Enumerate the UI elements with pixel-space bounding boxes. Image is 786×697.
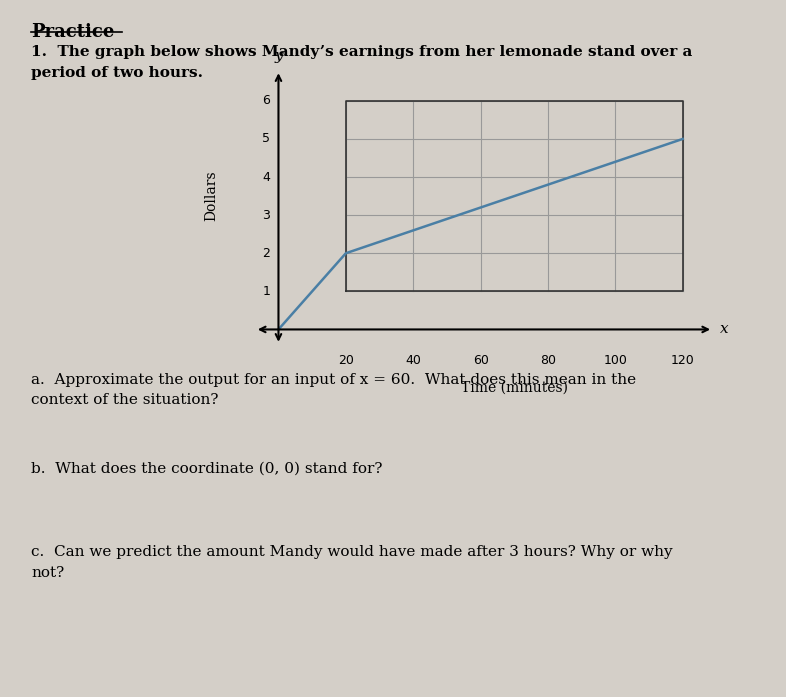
Text: period of two hours.: period of two hours. (31, 66, 204, 79)
Text: 4: 4 (263, 171, 270, 183)
Text: x: x (720, 323, 729, 337)
Text: 1: 1 (263, 285, 270, 298)
Text: Dollars: Dollars (204, 171, 218, 222)
Text: Practice: Practice (31, 23, 115, 41)
Text: 3: 3 (263, 208, 270, 222)
Text: 20: 20 (338, 354, 354, 367)
Text: 1.  The graph below shows Mandy’s earnings from her lemonade stand over a: 1. The graph below shows Mandy’s earning… (31, 45, 692, 59)
Text: 100: 100 (604, 354, 627, 367)
Text: c.  Can we predict the amount Mandy would have made after 3 hours? Why or why
no: c. Can we predict the amount Mandy would… (31, 545, 673, 580)
Text: y: y (274, 49, 283, 63)
Text: a.  Approximate the output for an input of x = 60.  What does this mean in the
c: a. Approximate the output for an input o… (31, 373, 637, 408)
Text: Time (minutes): Time (minutes) (461, 381, 567, 395)
Text: 5: 5 (262, 132, 270, 146)
Text: 2: 2 (263, 247, 270, 260)
Text: 120: 120 (670, 354, 695, 367)
Text: 60: 60 (472, 354, 489, 367)
Text: 6: 6 (263, 94, 270, 107)
Text: 80: 80 (540, 354, 556, 367)
Text: 40: 40 (406, 354, 421, 367)
Text: b.  What does the coordinate (0, 0) stand for?: b. What does the coordinate (0, 0) stand… (31, 461, 383, 475)
